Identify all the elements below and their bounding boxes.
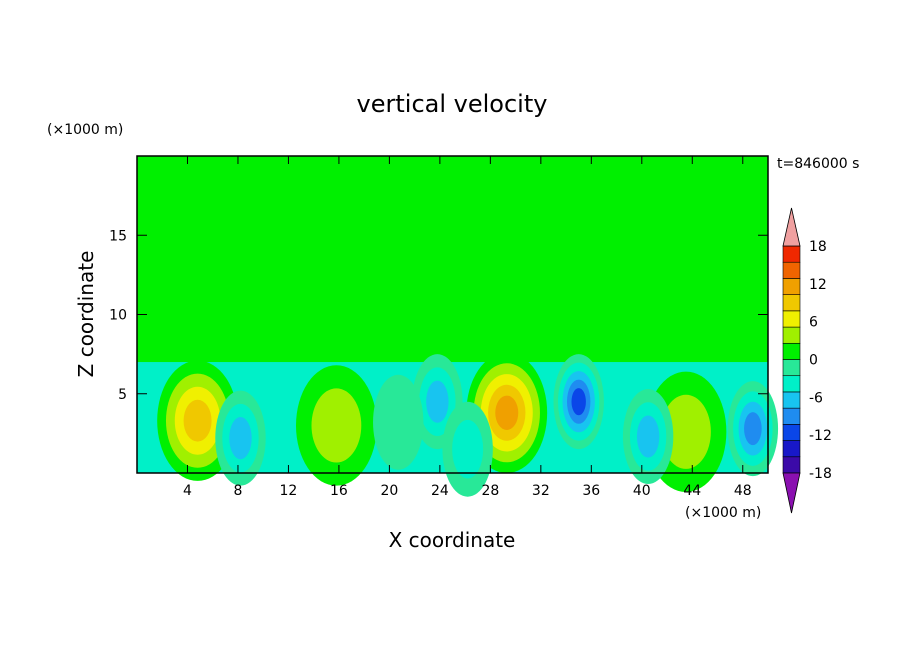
field-contour-6-2: [229, 417, 252, 460]
colorbar-segment: [782, 261, 801, 279]
y-tick-label: 5: [118, 387, 127, 403]
y-axis-title: Z coordinate: [74, 251, 98, 378]
field-contour-1-4: [495, 395, 519, 430]
time-label: t=846000 s: [777, 156, 859, 172]
colorbar-tick-label: -6: [809, 390, 823, 406]
colorbar-tick-label: 12: [809, 277, 827, 293]
x-tick-label: 36: [582, 483, 600, 499]
colorbar-tick-label: -18: [809, 466, 832, 482]
x-tick-label: 28: [481, 483, 499, 499]
colorbar-tick-label: 18: [809, 239, 827, 255]
colorbar-segment: [782, 407, 801, 425]
colorbar-segment: [782, 326, 801, 344]
x-axis: 4 8 12 16 20 24 28 32 36 40 44 48: [183, 156, 752, 499]
chart-title: vertical velocity: [357, 90, 548, 118]
field-contour-2-1: [661, 394, 711, 469]
y-unit-label: (×1000 m): [47, 122, 123, 138]
x-tick-label: 40: [633, 483, 651, 499]
x-tick-label: 4: [183, 483, 192, 499]
x-tick-label: 32: [532, 483, 550, 499]
colorbar-segment: [782, 391, 801, 409]
y-tick-label: 15: [109, 228, 127, 244]
y-tick-label: 10: [109, 308, 127, 324]
x-tick-label: 16: [330, 483, 348, 499]
colorbar-segment: [782, 424, 801, 441]
field-contour-10-1: [452, 419, 484, 479]
field-contour-9-0: [373, 374, 424, 470]
colorbar-segment: [782, 245, 801, 263]
x-tick-label: 12: [280, 483, 298, 499]
x-tick-label: 48: [734, 483, 752, 499]
colorbar-tick-label: -12: [809, 428, 832, 444]
field-contour-4-4: [571, 388, 586, 416]
colorbar-segment: [782, 375, 801, 393]
velocity-field: [137, 352, 779, 497]
field-contour-5-3: [744, 412, 762, 446]
colorbar-segment: [782, 342, 801, 360]
colorbar-tick-label: 0: [809, 353, 818, 369]
colorbar: 18 12 6 0 -6 -12 -18: [782, 207, 832, 514]
colorbar-segment: [782, 278, 801, 295]
colorbar-max-arrow: [782, 207, 801, 247]
field-contour-8-2: [426, 380, 449, 423]
colorbar-segment: [782, 359, 801, 377]
colorbar-min-arrow: [782, 472, 801, 514]
x-tick-label: 44: [683, 483, 701, 499]
field-contour-0-3: [183, 399, 212, 442]
y-axis: 5 10 15: [109, 228, 768, 403]
field-contour-7-2: [636, 415, 660, 458]
x-tick-label: 20: [380, 483, 398, 499]
colorbar-segment: [782, 456, 801, 474]
colorbar-segment: [782, 310, 801, 328]
x-axis-title: X coordinate: [389, 528, 516, 552]
field-contour-3-1: [311, 388, 362, 463]
x-tick-label: 8: [233, 483, 242, 499]
x-unit-label: (×1000 m): [685, 505, 761, 521]
colorbar-segment: [782, 294, 801, 312]
x-tick-label: 24: [431, 483, 449, 499]
colorbar-tick-label: 6: [809, 315, 818, 331]
plot-area: [136, 155, 779, 497]
colorbar-segment: [782, 440, 801, 458]
